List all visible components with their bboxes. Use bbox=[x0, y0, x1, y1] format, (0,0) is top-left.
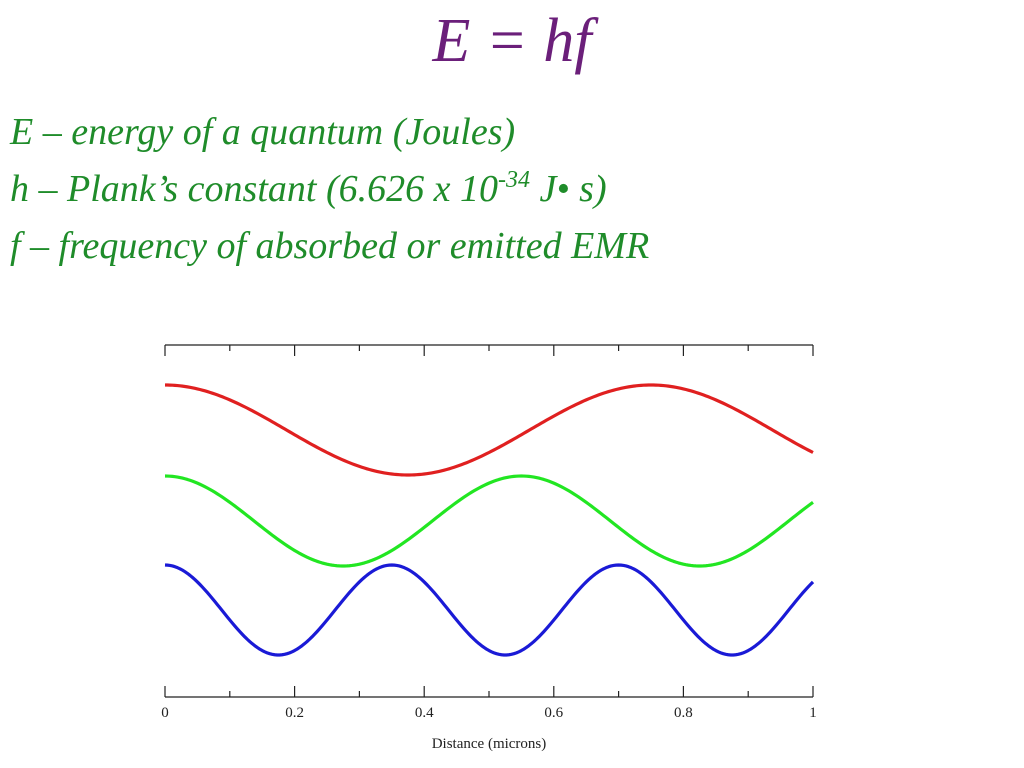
definition-energy: E – energy of a quantum (Joules) bbox=[10, 111, 516, 153]
x-tick-label: 0 bbox=[161, 705, 169, 721]
x-tick-label: 0.2 bbox=[285, 705, 304, 721]
definition-frequency: f – frequency of absorbed or emitted EMR bbox=[10, 225, 650, 267]
x-tick-label: 0.6 bbox=[544, 705, 563, 721]
slide-title: E = hf bbox=[432, 7, 592, 75]
x-tick-label: 0.4 bbox=[415, 705, 434, 721]
definitions-list: E – energy of a quantum (Joules) h – Pla… bbox=[10, 104, 649, 275]
planck-exponent: -34 bbox=[497, 167, 530, 193]
tick-label-layer: 0 0.2 0.4 0.6 0.8 1 bbox=[161, 705, 817, 721]
planck-suffix: J• s) bbox=[529, 168, 607, 210]
wave-series-line bbox=[164, 563, 815, 657]
axis-layer bbox=[164, 344, 814, 698]
wave-series-line bbox=[164, 383, 814, 477]
x-tick-label: 1 bbox=[809, 705, 817, 721]
wave-series-line bbox=[164, 474, 814, 568]
x-tick-label: 0.8 bbox=[674, 705, 693, 721]
x-axis-label: Distance (microns) bbox=[432, 736, 547, 752]
definition-planck-constant: h – Plank’s constant (6.626 x 10-34 J• s… bbox=[10, 161, 649, 218]
planck-prefix: h – Plank’s constant (6.626 x 10 bbox=[10, 168, 498, 210]
series-layer bbox=[164, 383, 815, 657]
